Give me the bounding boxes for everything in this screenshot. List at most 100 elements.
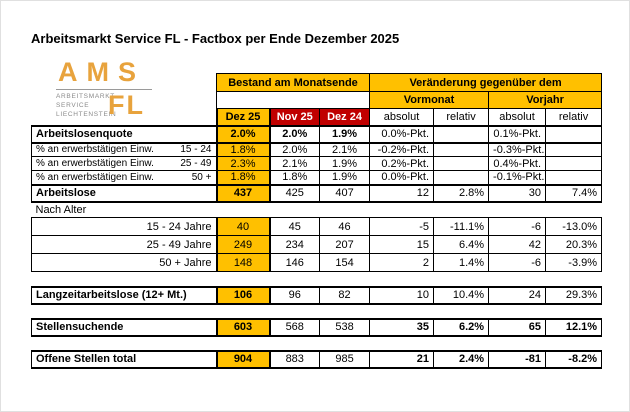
age-band: 25 - 49 <box>180 158 212 169</box>
factbox-table: Bestand am Monatsende Veränderung gegenü… <box>31 73 603 369</box>
row-label: Langzeitarbeitslose (12+ Mt.) <box>31 285 217 305</box>
cell-dez25: 437 <box>215 183 271 203</box>
cell-dez24: 407 <box>318 183 371 203</box>
header-dez25: Dez 25 <box>215 108 271 126</box>
ams-fl-logo: AMS ARBEITSMARKT SERVICE LIECHTENSTEIN F… <box>56 59 166 119</box>
cell-dez24: 1.9% <box>318 156 371 171</box>
table-row-offene-stellen: Offene Stellen total 904 883 985 21 2.4%… <box>31 349 603 369</box>
cell-dez25: 148 <box>215 253 271 272</box>
cell-nov25: 425 <box>269 183 320 203</box>
cell-nov25: 96 <box>269 285 320 305</box>
cell-nov25: 2.0% <box>269 124 320 144</box>
cell-vormonat-relativ: -11.1% <box>433 217 490 236</box>
cell-dez25: 904 <box>215 349 271 369</box>
table-row-quote-25-49: % an erwerbstätigen Einw. 25 - 49 2.3% 2… <box>31 156 603 171</box>
cell-vorjahr-absolut: 24 <box>488 285 547 305</box>
header-vormonat: Vormonat <box>369 91 490 109</box>
cell-vorjahr-absolut: -0.3%-Pkt. <box>488 142 547 157</box>
cell-vorjahr-relativ <box>545 124 603 144</box>
cell-dez24: 1.9% <box>318 124 371 144</box>
spacer-row <box>32 272 602 287</box>
cell-vormonat-absolut: -5 <box>369 217 435 236</box>
header-empty-cell <box>215 91 371 109</box>
table-row-age-50plus: 50 + Jahre 148 146 154 2 1.4% -6 -3.9% <box>31 253 603 272</box>
cell-nov25: 45 <box>269 217 320 236</box>
row-label: Nach Alter <box>35 203 87 216</box>
table-row-langzeitarbeitslose: Langzeitarbeitslose (12+ Mt.) 106 96 82 … <box>31 285 603 305</box>
cell-vormonat-absolut: 2 <box>369 253 435 272</box>
cell-nov25: 146 <box>269 253 320 272</box>
table-row-quote-50plus: % an erwerbstätigen Einw. 50 + 1.8% 1.8%… <box>31 170 603 185</box>
cell-vormonat-absolut: 0.0%-Pkt. <box>369 170 435 185</box>
cell-vormonat-relativ: 6.4% <box>433 235 490 254</box>
cell-dez24: 1.9% <box>318 170 371 185</box>
row-label: Offene Stellen total <box>31 349 217 369</box>
cell-nov25: 1.8% <box>269 170 320 185</box>
page-title: Arbeitsmarkt Service FL - Factbox per En… <box>31 31 400 46</box>
cell-nov25: 883 <box>269 349 320 369</box>
logo-fl-text: FL <box>108 90 145 120</box>
spacer-row <box>32 336 602 351</box>
cell-vormonat-relativ <box>433 156 490 171</box>
header-nov25: Nov 25 <box>269 108 320 126</box>
header-veraenderung: Veränderung gegenüber dem <box>369 73 603 92</box>
row-label: Stellensuchende <box>31 317 217 337</box>
table-row-nach-alter: Nach Alter <box>32 202 602 218</box>
cell-vorjahr-relativ: -8.2% <box>545 349 603 369</box>
cell-vormonat-absolut: 10 <box>369 285 435 305</box>
cell-vormonat-relativ: 1.4% <box>433 253 490 272</box>
row-label: Arbeitslosenquote <box>31 124 217 144</box>
cell-vormonat-relativ: 6.2% <box>433 317 490 337</box>
cell-vorjahr-relativ <box>545 156 603 171</box>
cell-vormonat-absolut: 12 <box>369 183 435 203</box>
cell-dez25: 1.8% <box>215 142 271 157</box>
table-row-arbeitslosenquote: Arbeitslosenquote 2.0% 2.0% 1.9% 0.0%-Pk… <box>31 124 603 144</box>
cell-vormonat-relativ <box>433 124 490 144</box>
cell-dez24: 985 <box>318 349 371 369</box>
cell-dez24: 207 <box>318 235 371 254</box>
cell-dez24: 46 <box>318 217 371 236</box>
row-label: 50 + Jahre <box>31 253 217 272</box>
age-band: 15 - 24 <box>180 144 212 156</box>
row-label: % an erwerbstätigen Einw. 15 - 24 <box>31 142 217 157</box>
header-row-groups: Bestand am Monatsende Veränderung gegenü… <box>32 73 603 92</box>
cell-dez24: 154 <box>318 253 371 272</box>
cell-dez25: 2.3% <box>215 156 271 171</box>
cell-vorjahr-relativ <box>545 170 603 185</box>
cell-vorjahr-absolut: -6 <box>488 217 547 236</box>
cell-vorjahr-absolut: -6 <box>488 253 547 272</box>
age-band: 50 + <box>191 171 212 183</box>
cell-nov25: 2.0% <box>269 142 320 157</box>
table-row-age-15-24: 15 - 24 Jahre 40 45 46 -5 -11.1% -6 -13.… <box>31 217 603 236</box>
table-row-arbeitslose: Arbeitslose 437 425 407 12 2.8% 30 7.4% <box>31 183 603 203</box>
row-label: % an erwerbstätigen Einw. 25 - 49 <box>31 156 217 171</box>
cell-vormonat-relativ <box>433 170 490 185</box>
cell-dez24: 82 <box>318 285 371 305</box>
row-label: Arbeitslose <box>31 183 217 203</box>
header-vormonat-absolut: absolut <box>369 108 435 126</box>
cell-vormonat-absolut: -0.2%-Pkt. <box>369 142 435 157</box>
cell-vorjahr-absolut: 65 <box>488 317 547 337</box>
header-dez24: Dez 24 <box>318 108 371 126</box>
cell-dez25: 249 <box>215 235 271 254</box>
cell-dez25: 603 <box>215 317 271 337</box>
header-bestand: Bestand am Monatsende <box>215 73 371 92</box>
header-vorjahr-absolut: absolut <box>488 108 547 126</box>
cell-vorjahr-relativ <box>545 142 603 157</box>
header-row-periods: Vormonat Vorjahr <box>32 91 603 109</box>
cell-vorjahr-absolut: 30 <box>488 183 547 203</box>
cell-dez25: 106 <box>215 285 271 305</box>
cell-vorjahr-absolut: 0.4%-Pkt. <box>488 156 547 171</box>
header-vormonat-relativ: relativ <box>433 108 490 126</box>
cell-vormonat-relativ: 2.8% <box>433 183 490 203</box>
cell-vorjahr-relativ: 7.4% <box>545 183 603 203</box>
cell-dez25: 2.0% <box>215 124 271 144</box>
row-label: 15 - 24 Jahre <box>31 217 217 236</box>
cell-vormonat-relativ: 2.4% <box>433 349 490 369</box>
cell-vormonat-absolut: 35 <box>369 317 435 337</box>
cell-vorjahr-relativ: 20.3% <box>545 235 603 254</box>
cell-dez25: 1.8% <box>215 170 271 185</box>
logo-subtitle: ARBEITSMARKT SERVICE LIECHTENSTEIN <box>56 93 117 118</box>
logo-ams-text: AMS <box>58 57 145 87</box>
